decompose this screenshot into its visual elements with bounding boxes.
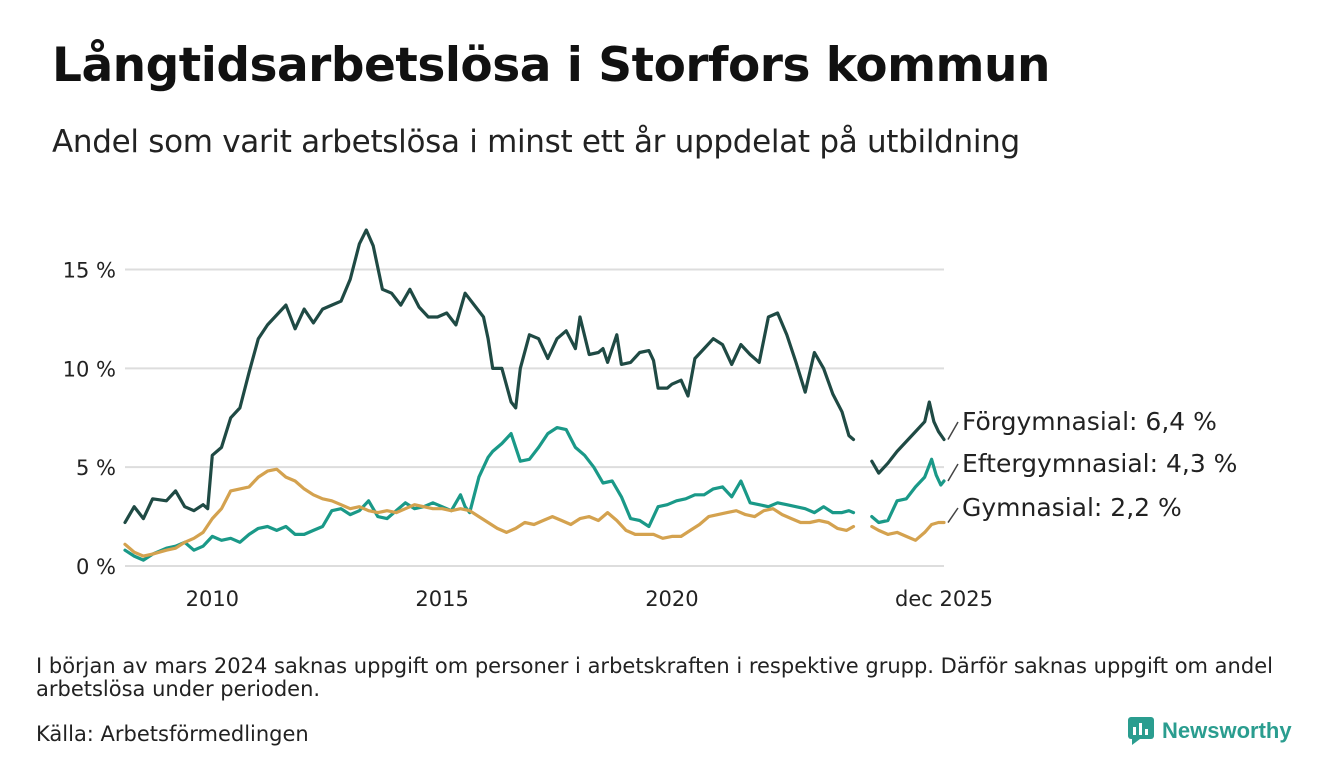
- brand-name: Newsworthy: [1162, 718, 1292, 743]
- y-tick-label: 10 %: [63, 357, 116, 381]
- series-line-förgymnasial-1: [870, 400, 946, 475]
- legend-leader: [947, 463, 959, 482]
- series-label-förgymnasial: Förgymnasial: 6,4 %: [962, 407, 1217, 436]
- x-tick-label: 2020: [645, 587, 698, 611]
- y-tick-label: 5 %: [76, 456, 116, 480]
- series-label-eftergymnasial: Eftergymnasial: 4,3 %: [962, 449, 1237, 478]
- line-chart: 0 % 5 % 10 % 15 % 2010 2015 2020 dec 2025 Förgym…: [63, 228, 1237, 611]
- legend-leader: [947, 507, 959, 523]
- series-line-eftergymnasial-1: [870, 457, 946, 525]
- x-tick-label: 2015: [415, 587, 468, 611]
- series-label-gymnasial: Gymnasial: 2,2 %: [962, 493, 1182, 522]
- chart-title: Långtidsarbetslösa i Storfors kommun: [52, 38, 1050, 93]
- series-line-förgymnasial-0: [123, 228, 856, 525]
- y-tick-label: 0 %: [76, 555, 116, 579]
- chart-subtitle: Andel som varit arbetslösa i minst ett å…: [52, 124, 1020, 160]
- footnote: I början av mars 2024 saknas uppgift om …: [36, 654, 1273, 701]
- y-tick-label: 15 %: [63, 259, 116, 283]
- newsworthy-logo-icon: [1128, 717, 1154, 745]
- x-tick-label: dec 2025: [895, 587, 993, 611]
- series-line-gymnasial-0: [123, 467, 856, 558]
- legend-leader: [947, 421, 959, 440]
- series-line-gymnasial-1: [870, 520, 946, 542]
- x-tick-label: 2010: [186, 587, 239, 611]
- source-line: Källa: Arbetsförmedlingen: [36, 722, 309, 746]
- series-line-eftergymnasial-0: [123, 426, 856, 562]
- brand-logo: Newsworthy: [1128, 717, 1292, 745]
